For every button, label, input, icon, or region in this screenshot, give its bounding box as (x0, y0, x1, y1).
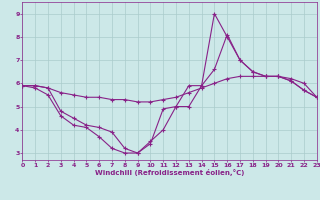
X-axis label: Windchill (Refroidissement éolien,°C): Windchill (Refroidissement éolien,°C) (95, 169, 244, 176)
